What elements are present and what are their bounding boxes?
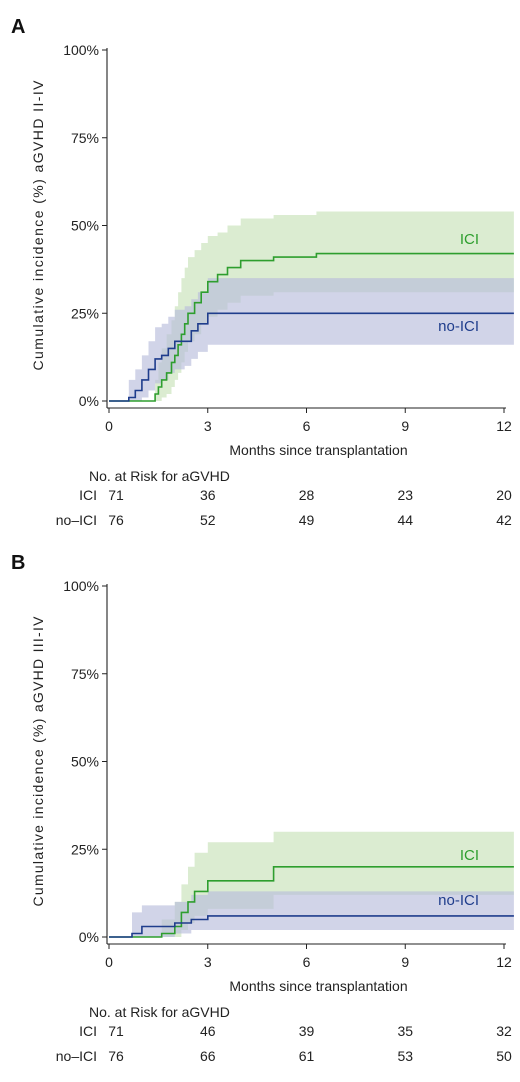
- legend-label-no-ici: no-ICI: [438, 892, 479, 909]
- y-tick-label: 25%: [71, 305, 99, 321]
- risk-table-title: No. at Risk for aGVHD: [89, 468, 230, 484]
- chart-panel-B: B 0% 25% 50% 75% 100% 0 3 6 9 12 Cumulative inciden…: [11, 552, 514, 1064]
- x-tick-label: 0: [105, 418, 113, 434]
- x-tick-label: 6: [303, 954, 311, 970]
- y-axis-title: Cumulative incidence (%) aGVHD III-IV: [30, 616, 46, 907]
- risk-value: 66: [200, 1048, 216, 1064]
- y-tick-label: 0%: [79, 393, 99, 409]
- y-tick-label: 100%: [63, 578, 99, 594]
- risk-value: 46: [200, 1023, 216, 1039]
- risk-value: 36: [200, 487, 216, 503]
- ci-band-ici: [109, 211, 514, 401]
- risk-value: 50: [496, 1048, 512, 1064]
- panel-letter: A: [11, 16, 25, 38]
- y-tick-label: 100%: [63, 42, 99, 58]
- x-tick-label: 9: [401, 418, 409, 434]
- x-axis-title: Months since transplantation: [229, 978, 407, 994]
- risk-value: 39: [299, 1023, 315, 1039]
- y-tick-label: 75%: [71, 666, 99, 682]
- risk-value: 71: [108, 1023, 124, 1039]
- y-tick-label: 50%: [71, 218, 99, 234]
- risk-table-title: No. at Risk for aGVHD: [89, 1004, 230, 1020]
- legend-label-ici: ICI: [460, 231, 479, 248]
- x-tick-label: 12: [496, 418, 512, 434]
- risk-row-label: ICI: [79, 1023, 97, 1039]
- risk-value: 49: [299, 512, 315, 528]
- series-line-no-ici: [109, 915, 514, 938]
- y-tick-label: 75%: [71, 130, 99, 146]
- ci-band-no-ici: [109, 891, 514, 937]
- series-line-ici: [109, 252, 514, 402]
- risk-value: 71: [108, 487, 124, 503]
- y-axis-title: Cumulative incidence (%) aGVHD II-IV: [30, 80, 46, 371]
- x-tick-label: 6: [303, 418, 311, 434]
- risk-value: 52: [200, 512, 216, 528]
- x-tick-label: 0: [105, 954, 113, 970]
- risk-value: 28: [299, 487, 315, 503]
- y-tick-label: 0%: [79, 929, 99, 945]
- risk-value: 35: [397, 1023, 413, 1039]
- legend-label-no-ici: no-ICI: [438, 318, 479, 335]
- y-tick-label: 50%: [71, 754, 99, 770]
- x-tick-label: 3: [204, 418, 212, 434]
- risk-value: 32: [496, 1023, 512, 1039]
- x-axis-title: Months since transplantation: [229, 442, 407, 458]
- panel-letter: B: [11, 552, 25, 574]
- ci-band-ici: [109, 831, 514, 937]
- risk-value: 76: [108, 1048, 124, 1064]
- risk-row-label: ICI: [79, 487, 97, 503]
- y-tick-label: 25%: [71, 841, 99, 857]
- risk-value: 23: [397, 487, 413, 503]
- x-tick-label: 12: [496, 954, 512, 970]
- series-line-no-ici: [109, 312, 514, 402]
- series-line-ici: [109, 866, 514, 938]
- ci-band-no-ici: [109, 278, 514, 401]
- risk-row-label: no–ICI: [56, 1048, 97, 1064]
- legend-label-ici: ICI: [460, 847, 479, 864]
- risk-value: 61: [299, 1048, 315, 1064]
- x-tick-label: 9: [401, 954, 409, 970]
- risk-value: 20: [496, 487, 512, 503]
- x-tick-label: 3: [204, 954, 212, 970]
- risk-value: 53: [397, 1048, 413, 1064]
- risk-value: 76: [108, 512, 124, 528]
- risk-value: 44: [397, 512, 413, 528]
- risk-row-label: no–ICI: [56, 512, 97, 528]
- risk-value: 42: [496, 512, 512, 528]
